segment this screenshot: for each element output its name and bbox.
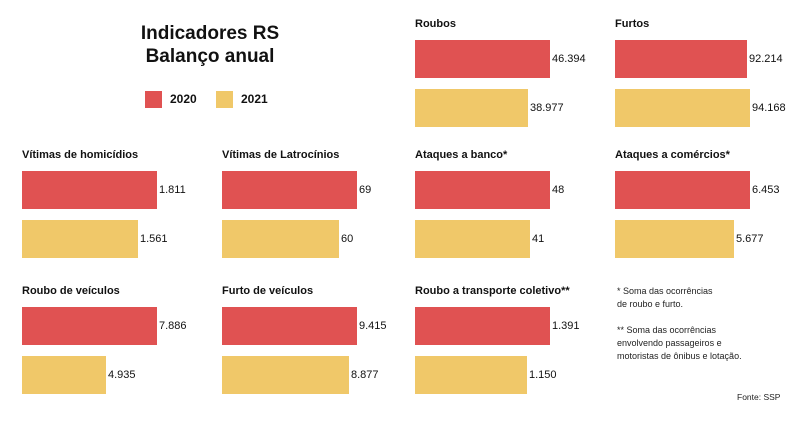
bar-value-label-2020: 1.391	[552, 320, 580, 332]
bar-value-label-2021: 1.561	[140, 233, 168, 245]
panel-4: Vítimas de Latrocínios 69 60	[222, 149, 402, 269]
bar-2021	[415, 89, 528, 127]
panel-3: Vítimas de homicídios 1.811 1.561	[22, 149, 202, 269]
bar-2021	[615, 220, 734, 258]
bar-2020	[222, 171, 357, 209]
panel-title: Furto de veículos	[222, 285, 314, 297]
bar-2020	[22, 307, 157, 345]
source-note: Fonte: SSP	[737, 392, 781, 402]
chart-title: Indicadores RS Balanço anual	[95, 22, 325, 68]
legend-item-2021: 2021	[216, 90, 268, 108]
panel-2: Furtos 92.214 94.168	[615, 18, 795, 138]
bar-2020	[615, 171, 750, 209]
bar-value-label-2021: 38.977	[530, 102, 564, 114]
footnote-1-line-1: * Soma das ocorrências	[617, 286, 713, 296]
footnote-2-line-1: ** Soma das ocorrências	[617, 325, 717, 335]
bar-value-label-2021: 1.150	[529, 369, 557, 381]
panel-8: Furto de veículos 9.415 8.877	[222, 285, 402, 405]
footnote-2-line-2: envolvendo passageiros e	[617, 338, 722, 348]
panel-title: Vítimas de homicídios	[22, 149, 139, 161]
footnote-1-line-2: de roubo e furto.	[617, 299, 684, 309]
footnote-2-line-3: motoristas de ônibus e lotação.	[617, 351, 742, 361]
panel-title: Roubos	[415, 18, 456, 30]
legend-swatch-2021	[216, 90, 233, 108]
bar-value-label-2021: 5.677	[736, 233, 764, 245]
bar-2021	[22, 356, 106, 394]
panel-6: Ataques a comércios* 6.453 5.677	[615, 149, 795, 269]
bar-2021	[22, 220, 138, 258]
bar-value-label-2021: 94.168	[752, 102, 786, 114]
bar-value-label-2020: 1.811	[159, 184, 186, 196]
panel-title: Ataques a banco*	[415, 149, 508, 161]
title-line-2: Balanço anual	[145, 46, 275, 67]
bar-2020	[22, 171, 157, 209]
bar-2020	[415, 307, 550, 345]
panel-title: Furtos	[615, 18, 650, 30]
panel-1: Roubos 46.394 38.977	[415, 18, 595, 138]
bar-value-label-2021: 4.935	[108, 369, 136, 381]
panel-title: Vítimas de Latrocínios	[222, 149, 340, 161]
panel-title: Roubo a transporte coletivo**	[415, 285, 570, 297]
bar-2021	[415, 356, 527, 394]
bar-value-label-2020: 92.214	[749, 53, 783, 65]
panel-7: Roubo de veículos 7.886 4.935	[22, 285, 202, 405]
panel-5: Ataques a banco* 48 41	[415, 149, 595, 269]
bar-value-label-2020: 6.453	[752, 184, 780, 196]
bar-2020	[415, 171, 550, 209]
bar-value-label-2021: 8.877	[351, 369, 379, 381]
bar-value-label-2020: 9.415	[359, 320, 387, 332]
bar-2021	[615, 89, 750, 127]
footnotes: * Soma das ocorrências de roubo e furto.…	[617, 285, 797, 376]
bar-value-label-2020: 46.394	[552, 53, 586, 65]
bar-2021	[415, 220, 530, 258]
bar-2020	[222, 307, 357, 345]
bar-2020	[615, 40, 747, 78]
legend-label-2021: 2021	[241, 92, 268, 106]
panel-title: Ataques a comércios*	[615, 149, 730, 161]
legend-swatch-2020	[145, 90, 162, 108]
legend-item-2020: 2020	[145, 90, 197, 108]
panel-title: Roubo de veículos	[22, 285, 120, 297]
legend-label-2020: 2020	[170, 92, 197, 106]
bar-value-label-2020: 69	[359, 184, 372, 196]
bar-2021	[222, 220, 339, 258]
bar-value-label-2020: 7.886	[159, 320, 187, 332]
bar-2020	[415, 40, 550, 78]
bar-value-label-2021: 41	[532, 233, 545, 245]
panel-9: Roubo a transporte coletivo** 1.391 1.150	[415, 285, 595, 405]
bar-value-label-2021: 60	[341, 233, 354, 245]
bar-2021	[222, 356, 349, 394]
title-line-1: Indicadores RS	[140, 23, 280, 44]
bar-value-label-2020: 48	[552, 184, 565, 196]
